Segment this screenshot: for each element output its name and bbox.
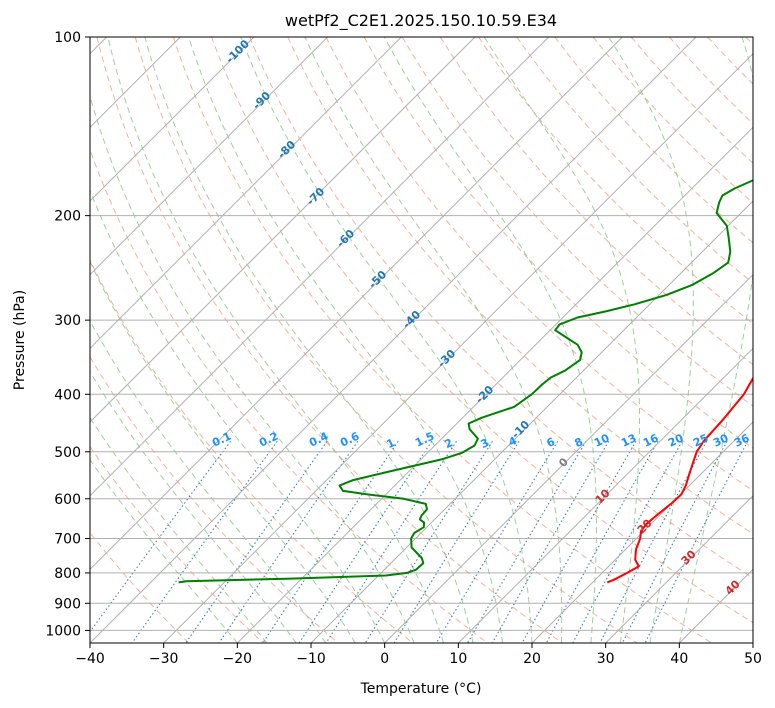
dry-adiabat-line	[249, 37, 753, 579]
isotherm-gridline	[163, 52, 753, 643]
mixing-ratio-line	[325, 440, 457, 643]
dry-adiabat-line	[90, 355, 339, 643]
y-tick-label: 400	[54, 387, 81, 403]
moist-adiabat-line	[90, 370, 297, 643]
isotherm-gridline	[384, 273, 753, 643]
mixing-ratio-label: 20	[666, 431, 686, 449]
x-tick-label: 20	[523, 651, 541, 667]
mixing-ratio-line	[90, 440, 232, 633]
mixing-ratio-label: 13	[619, 431, 638, 449]
isotherm-gridline	[236, 126, 753, 643]
moist-adiabat-line	[90, 458, 238, 643]
dry-adiabat-line	[592, 37, 753, 204]
dry-adiabat-line	[90, 445, 264, 643]
mixing-ratio-line	[131, 440, 278, 643]
mixing-ratio-label: 10	[592, 431, 612, 449]
mixing-ratio-label: 36	[732, 431, 752, 449]
mixing-ratio-line	[185, 440, 328, 643]
moist-adiabat-line	[240, 37, 533, 643]
y-tick-label: 300	[54, 313, 81, 329]
y-axis-label: Pressure (hPa)	[12, 290, 28, 390]
mixing-ratio-line	[491, 441, 610, 643]
x-tick-label: 50	[744, 651, 762, 667]
mixing-ratio-line	[435, 441, 559, 643]
moist-adiabat-line	[678, 37, 753, 643]
x-tick-label: −30	[149, 651, 179, 667]
dry-adiabat-line	[401, 37, 753, 407]
temperature-profile-line	[606, 376, 753, 584]
dry-adiabat-line	[90, 258, 414, 643]
grid-lines	[90, 37, 753, 643]
y-tick-label: 800	[54, 566, 81, 582]
moist-adiabat-line	[90, 319, 327, 643]
moist-adiabat-line	[608, 37, 694, 643]
y-tick-label: 100	[54, 30, 81, 46]
dry-adiabat-line	[134, 37, 638, 643]
plot-frame	[89, 36, 754, 644]
mixing-ratio-label: 16	[641, 431, 661, 449]
moist-adiabat-line	[90, 416, 268, 643]
isotherm-gridline	[531, 421, 753, 643]
mixing-ratio-line	[545, 441, 659, 643]
isotherm-gridline	[90, 37, 402, 350]
y-tick-label: 900	[54, 596, 81, 612]
axis-ticks: −40 −30 −20 −10 0 10 20 30 40 50 1000 900 800 700 600 5…	[45, 30, 762, 667]
moist-adiabat-line	[304, 37, 563, 643]
isotherm-gridline	[90, 37, 697, 643]
moist-adiabat-line	[383, 37, 597, 643]
moist-adiabat-line	[90, 260, 356, 643]
y-tick-label: 1000	[45, 623, 81, 639]
dry-adiabat-line	[172, 37, 712, 643]
isotherm-gridline	[90, 37, 623, 571]
x-axis-label: Temperature (°C)	[360, 681, 482, 697]
mixing-ratio-line	[218, 440, 359, 643]
dry-adiabat-line	[287, 37, 753, 535]
isotherm-gridline	[457, 347, 753, 643]
mixing-ratio-line	[467, 441, 587, 643]
dry-adiabat-line	[325, 37, 753, 492]
y-tick-label: 500	[54, 445, 81, 461]
isotherm-gridline	[90, 37, 329, 276]
x-tick-label: 40	[670, 651, 688, 667]
y-tick-label: 200	[54, 209, 81, 225]
mixing-ratio-label: 25	[691, 431, 710, 449]
moist-adiabat-line	[188, 37, 503, 643]
dry-adiabat-line	[96, 37, 563, 643]
chart-title: wetPf2_C2E1.2025.150.10.59.E34	[285, 11, 557, 31]
isotherm-gridline	[90, 37, 476, 423]
moist-adiabat-line	[144, 37, 474, 643]
background-lines	[90, 37, 753, 643]
x-tick-label: −20	[223, 651, 253, 667]
series-lines	[178, 179, 753, 584]
x-tick-label: −40	[75, 651, 105, 667]
isotherm-gridline	[90, 37, 255, 202]
dry-adiabat-line	[439, 37, 753, 366]
dry-adiabat-line	[211, 37, 753, 624]
y-tick-label: 600	[54, 492, 81, 508]
x-tick-label: 0	[380, 651, 389, 667]
x-tick-label: 30	[597, 651, 615, 667]
x-tick-label: −10	[296, 651, 326, 667]
mixing-ratio-line	[298, 440, 433, 643]
mixing-ratio-label: 30	[711, 431, 731, 449]
moist-adiabat-line	[483, 37, 640, 643]
dewpoint-profile-line	[178, 179, 753, 584]
dry-adiabat-line	[554, 37, 753, 244]
x-tick-label: 10	[449, 651, 467, 667]
y-tick-label: 700	[54, 532, 81, 548]
mixing-ratio-line	[644, 441, 749, 643]
isotherm-gridline	[90, 37, 550, 497]
isotherm-gridline	[605, 494, 753, 643]
mixing-ratio-line	[521, 441, 637, 643]
moist-adiabat-line	[90, 188, 386, 643]
moist-adiabat-line	[107, 37, 445, 643]
